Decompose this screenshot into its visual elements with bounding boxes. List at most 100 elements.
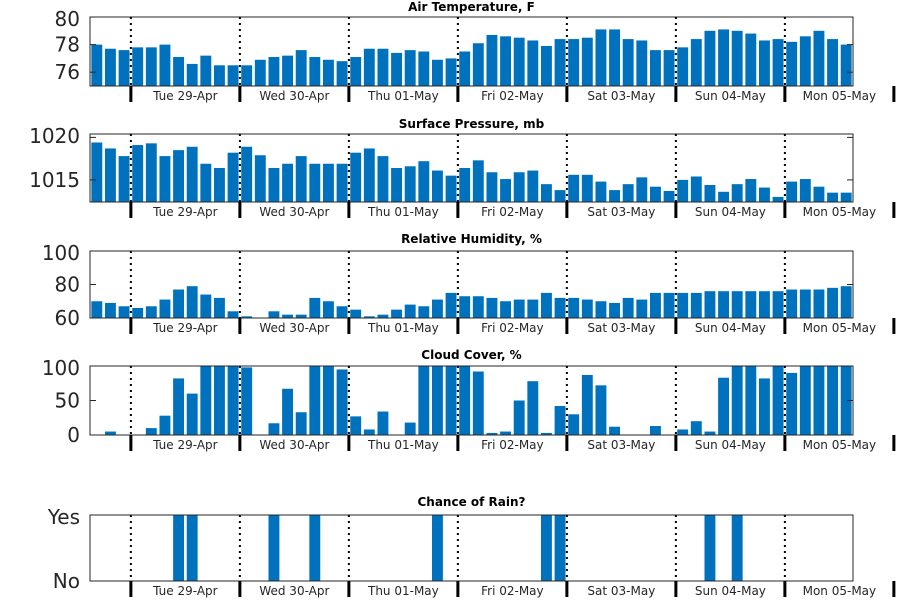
- bar: [745, 33, 757, 86]
- bar: [799, 366, 811, 435]
- bar: [731, 30, 743, 86]
- bar: [309, 515, 321, 581]
- bar: [404, 422, 416, 435]
- bar: [581, 299, 593, 318]
- bar: [145, 143, 157, 202]
- bar: [472, 43, 484, 86]
- bar: [391, 309, 403, 319]
- bar: [418, 366, 430, 435]
- bar: [459, 296, 471, 318]
- day-label: Thu 01-May: [367, 321, 439, 335]
- bar: [186, 63, 198, 86]
- bar: [827, 366, 839, 435]
- day-label: Tue 29-Apr: [152, 321, 217, 335]
- bar: [595, 301, 607, 318]
- bar: [527, 40, 539, 86]
- day-label: Thu 01-May: [367, 438, 439, 452]
- bar: [173, 57, 185, 86]
- day-label: Fri 02-May: [481, 584, 544, 598]
- bar: [282, 163, 294, 202]
- bar: [540, 515, 552, 581]
- bar: [840, 44, 852, 86]
- day-label: Sun 04-May: [695, 584, 766, 598]
- bar: [677, 429, 689, 435]
- bar: [731, 366, 743, 435]
- bar: [213, 366, 225, 435]
- bar: [731, 184, 743, 202]
- bar: [336, 163, 348, 202]
- bar: [690, 421, 702, 435]
- day-label: Sun 04-May: [695, 89, 766, 103]
- bar: [663, 292, 675, 319]
- bar: [145, 428, 157, 435]
- bar: [704, 185, 716, 202]
- bar: [404, 166, 416, 202]
- bar: [786, 372, 798, 435]
- bar: [159, 299, 171, 318]
- day-label: Tue 29-Apr: [152, 438, 217, 452]
- bar: [159, 156, 171, 202]
- bar: [540, 184, 552, 202]
- bar: [145, 306, 157, 318]
- bar: [404, 50, 416, 86]
- bar: [309, 297, 321, 318]
- bar: [431, 515, 443, 581]
- bar: [690, 176, 702, 202]
- bar: [704, 431, 716, 435]
- bar: [363, 429, 375, 435]
- bar: [568, 297, 580, 318]
- y-tick-label: 76: [55, 60, 80, 84]
- day-label: Fri 02-May: [481, 438, 544, 452]
- bar: [118, 156, 130, 202]
- bar: [445, 292, 457, 319]
- bar: [527, 299, 539, 318]
- bar: [622, 297, 634, 318]
- bar: [227, 311, 239, 318]
- bar: [377, 314, 389, 318]
- bar: [241, 316, 253, 318]
- bar: [568, 414, 580, 435]
- bar: [132, 47, 144, 86]
- bar: [322, 366, 334, 435]
- bar: [772, 39, 784, 86]
- bar: [418, 306, 430, 318]
- bar: [745, 366, 757, 435]
- day-label: Thu 01-May: [367, 89, 439, 103]
- bar: [91, 301, 103, 318]
- bar: [609, 29, 621, 87]
- bar: [786, 289, 798, 318]
- bar: [827, 192, 839, 202]
- bar: [704, 515, 716, 581]
- y-tick-label: 1020: [29, 124, 80, 148]
- bar: [554, 406, 566, 435]
- plot-frame: [89, 16, 854, 87]
- chart-air-temperature-f: Tue 29-Apr Wed 30-Apr Thu 01-May Fri 02-May…: [55, 0, 896, 103]
- bar: [336, 61, 348, 86]
- plot-frame: [89, 514, 854, 582]
- bar: [840, 366, 852, 435]
- bar: [649, 426, 661, 435]
- y-tick-label: 78: [55, 33, 80, 57]
- bar: [104, 302, 116, 318]
- bar: [677, 47, 689, 86]
- day-label: Thu 01-May: [367, 584, 439, 598]
- y-tick-label: Yes: [47, 505, 80, 529]
- bar: [513, 172, 525, 202]
- bar: [581, 37, 593, 86]
- bar: [799, 179, 811, 202]
- bar: [527, 381, 539, 435]
- bar: [690, 39, 702, 86]
- bar: [391, 168, 403, 202]
- plot-frame: [89, 133, 854, 203]
- bar: [118, 50, 130, 86]
- bar: [295, 314, 307, 318]
- chart-cloud-cover: Tue 29-Apr Wed 30-Apr Thu 01-May Fri 02-May…: [42, 348, 896, 452]
- bar: [350, 416, 362, 435]
- chart-title: Chance of Rain?: [417, 495, 525, 509]
- day-label: Mon 05-May: [803, 321, 877, 335]
- bar: [827, 39, 839, 86]
- bar: [431, 366, 443, 435]
- bar: [104, 148, 116, 202]
- y-tick-label: 0: [67, 423, 80, 447]
- bar: [186, 393, 198, 435]
